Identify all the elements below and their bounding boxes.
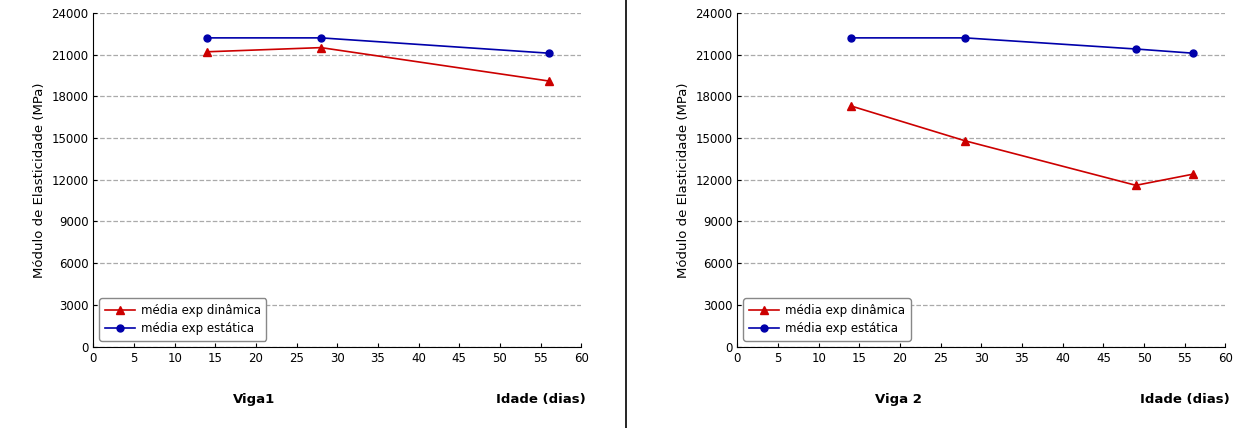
Y-axis label: Módulo de Elasticidade (MPa): Módulo de Elasticidade (MPa)	[677, 82, 690, 277]
média exp estática	[313, 36, 328, 41]
média exp estática	[541, 51, 556, 56]
média exp estática	[843, 36, 858, 41]
Text: Idade (dias): Idade (dias)	[1141, 393, 1230, 407]
Text: Viga 2: Viga 2	[875, 393, 922, 407]
média exp dinâmica	[313, 45, 328, 50]
Line: média exp dinâmica: média exp dinâmica	[203, 44, 552, 85]
Text: Idade (dias): Idade (dias)	[496, 393, 586, 407]
média exp dinâmica	[843, 104, 858, 109]
Text: Viga1: Viga1	[233, 393, 275, 407]
média exp estática	[958, 36, 973, 41]
média exp dinâmica	[541, 78, 556, 83]
média exp dinâmica	[200, 49, 215, 54]
média exp dinâmica	[1186, 172, 1200, 177]
Line: média exp estática: média exp estática	[204, 34, 552, 56]
média exp estática	[200, 36, 215, 41]
média exp estática	[1186, 51, 1200, 56]
média exp estática	[1128, 47, 1143, 52]
Line: média exp dinâmica: média exp dinâmica	[847, 102, 1197, 190]
média exp dinâmica	[958, 138, 973, 143]
Line: média exp estática: média exp estática	[847, 34, 1197, 56]
Y-axis label: Módulo de Elasticidade (MPa): Módulo de Elasticidade (MPa)	[32, 82, 46, 277]
Legend: média exp dinâmica, média exp estática: média exp dinâmica, média exp estática	[100, 298, 266, 341]
média exp dinâmica	[1128, 183, 1143, 188]
Legend: média exp dinâmica, média exp estática: média exp dinâmica, média exp estática	[744, 298, 911, 341]
